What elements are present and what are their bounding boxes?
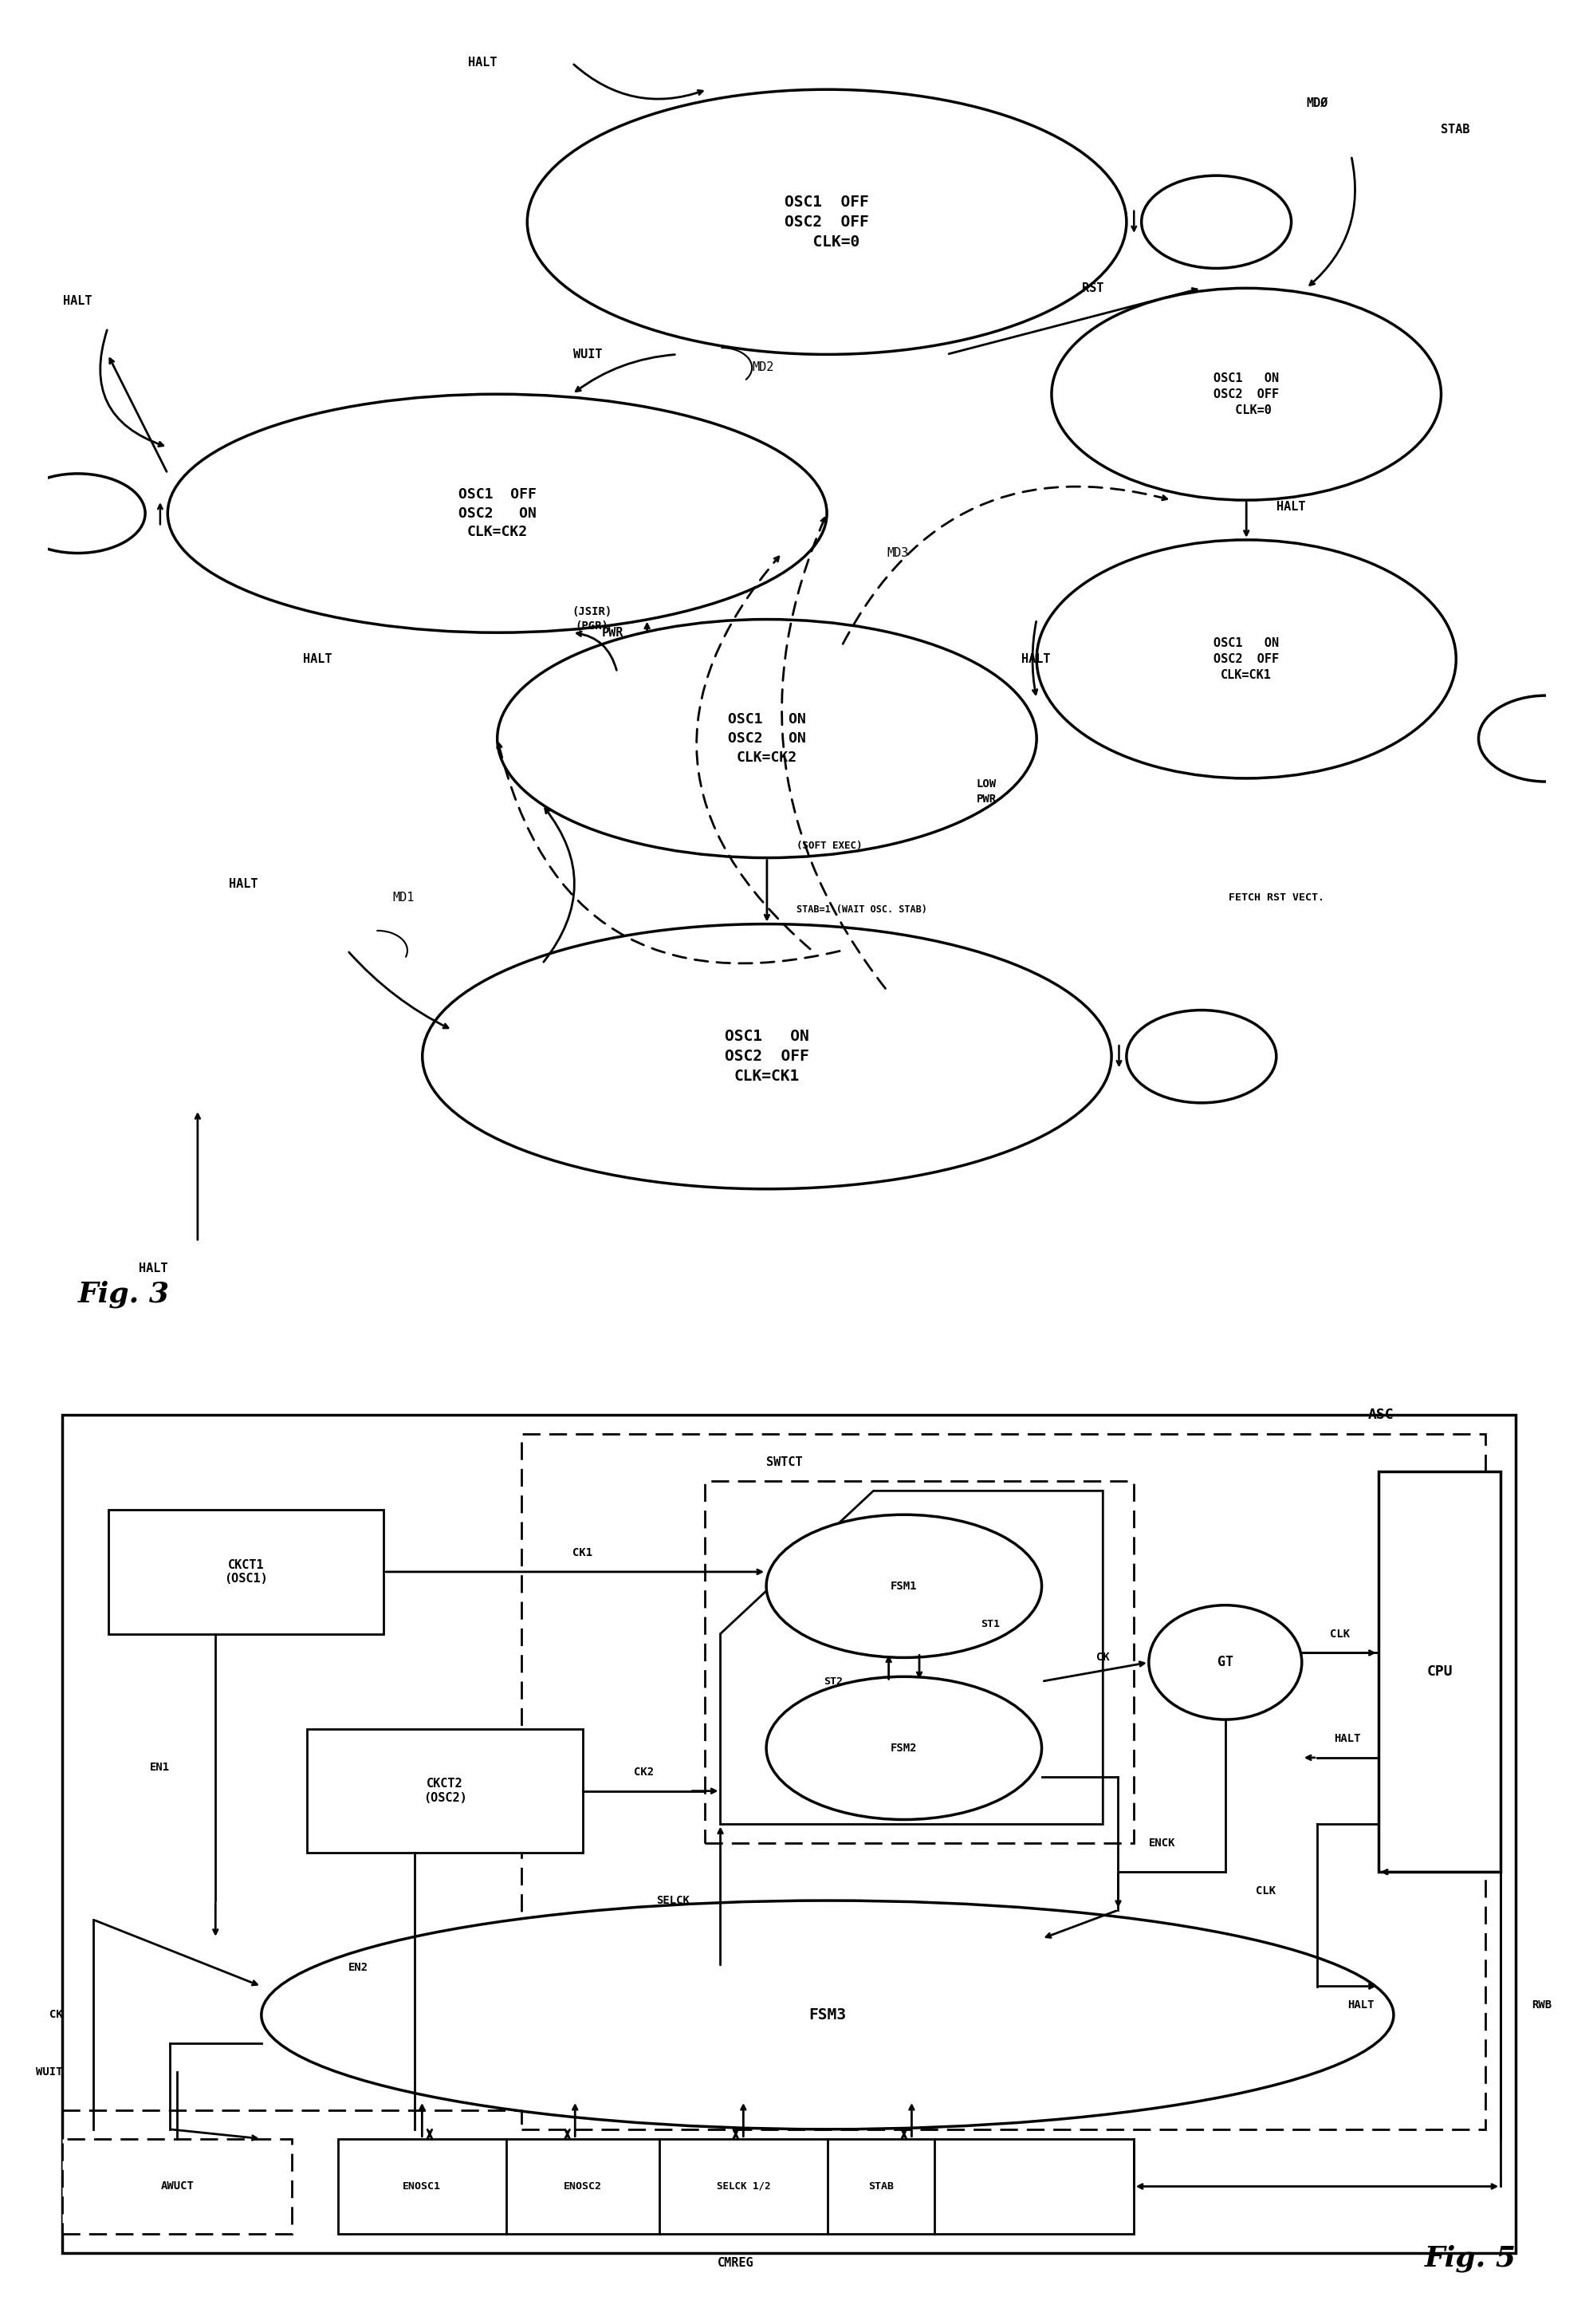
Text: CPU: CPU [1426, 1664, 1451, 1678]
Text: CMREG: CMREG [717, 2257, 753, 2268]
Text: RWB: RWB [1531, 1999, 1550, 2010]
Text: HALT: HALT [62, 295, 92, 307]
Text: EN1: EN1 [150, 1762, 169, 1773]
Text: EN2: EN2 [349, 1961, 368, 1973]
Text: CK1: CK1 [572, 1548, 593, 1559]
Ellipse shape [1051, 288, 1440, 500]
Ellipse shape [1126, 1011, 1276, 1104]
Ellipse shape [422, 925, 1110, 1190]
Text: ENOSC1: ENOSC1 [403, 2182, 441, 2192]
Text: OSC1   ON
OSC2  OFF
CLK=CK1: OSC1 ON OSC2 OFF CLK=CK1 [1212, 637, 1279, 681]
Polygon shape [720, 1492, 1102, 1824]
Text: GT: GT [1217, 1655, 1233, 1669]
Bar [704, 1480, 1133, 1843]
Text: WUIT: WUIT [35, 2066, 62, 2078]
Ellipse shape [766, 1515, 1042, 1657]
Bar [521, 1434, 1485, 2129]
Text: FSM2: FSM2 [890, 1743, 918, 1755]
Text: OSC1   ON
OSC2  OFF
  CLK=0: OSC1 ON OSC2 OFF CLK=0 [1212, 372, 1279, 416]
Text: FSM1: FSM1 [890, 1580, 918, 1592]
Ellipse shape [1141, 177, 1290, 267]
Ellipse shape [527, 88, 1126, 353]
Text: ENCK: ENCK [1149, 1838, 1176, 1850]
Ellipse shape [497, 618, 1035, 858]
Bar [338, 2138, 1133, 2233]
Text: FSM3: FSM3 [808, 2008, 846, 2022]
Text: (JSIR)
(PGR): (JSIR) (PGR) [572, 607, 612, 632]
Text: CKCT2
(OSC2): CKCT2 (OSC2) [424, 1778, 467, 1803]
Text: Fig. 3: Fig. 3 [78, 1281, 169, 1308]
Text: HALT: HALT [1021, 653, 1050, 665]
Text: CLK: CLK [1255, 1885, 1276, 1896]
Text: STAB=1 (WAIT OSC. STAB): STAB=1 (WAIT OSC. STAB) [796, 904, 927, 916]
Text: HALT: HALT [1333, 1734, 1360, 1745]
Text: SWTCT: SWTCT [766, 1457, 803, 1469]
Ellipse shape [1478, 695, 1593, 781]
Text: OSC1  OFF
OSC2  OFF
  CLK=0: OSC1 OFF OSC2 OFF CLK=0 [784, 195, 868, 249]
Ellipse shape [11, 474, 145, 553]
Bar [1378, 1471, 1501, 1873]
Text: ST1: ST1 [980, 1620, 999, 1629]
Ellipse shape [167, 395, 827, 632]
Text: OSC1   ON
OSC2   ON
CLK=CK2: OSC1 ON OSC2 ON CLK=CK2 [728, 713, 806, 765]
Text: Fig. 5: Fig. 5 [1424, 2245, 1515, 2273]
Text: CK: CK [1096, 1652, 1109, 1664]
Bar [307, 1729, 583, 1852]
Text: WUIT: WUIT [573, 349, 602, 360]
Text: STAB: STAB [868, 2182, 894, 2192]
Ellipse shape [766, 1676, 1042, 1820]
Text: CK: CK [49, 2010, 62, 2020]
Text: ST2: ST2 [824, 1676, 843, 1687]
Text: SELCK 1/2: SELCK 1/2 [717, 2182, 769, 2192]
Text: HALT: HALT [228, 878, 258, 890]
Ellipse shape [261, 1901, 1392, 2129]
Text: CK2: CK2 [634, 1766, 653, 1778]
Text: ASC: ASC [1367, 1408, 1392, 1422]
Text: HALT: HALT [1276, 500, 1305, 514]
Text: CKCT1
(OSC1): CKCT1 (OSC1) [225, 1559, 268, 1585]
Ellipse shape [1035, 539, 1456, 779]
Text: MDØ: MDØ [1306, 98, 1327, 109]
Text: MD3: MD3 [886, 546, 908, 560]
Text: CLK: CLK [1330, 1629, 1349, 1638]
Text: LOW
PWR: LOW PWR [977, 779, 996, 804]
Text: SELCK: SELCK [656, 1894, 690, 1906]
Text: OSC1   ON
OSC2  OFF
CLK=CK1: OSC1 ON OSC2 OFF CLK=CK1 [725, 1030, 809, 1083]
Text: RST: RST [1082, 281, 1102, 295]
Text: OSC1  OFF
OSC2   ON
CLK=CK2: OSC1 OFF OSC2 ON CLK=CK2 [459, 488, 535, 539]
Text: MD1: MD1 [392, 892, 414, 904]
Text: FETCH RST VECT.: FETCH RST VECT. [1228, 892, 1324, 902]
Text: MD2: MD2 [752, 363, 773, 374]
Ellipse shape [1149, 1606, 1301, 1720]
Text: AWUCT: AWUCT [161, 2180, 194, 2192]
Text: HALT: HALT [139, 1262, 167, 1274]
Bar [62, 1415, 1515, 2254]
Text: HALT: HALT [303, 653, 333, 665]
Text: STAB: STAB [1440, 123, 1469, 135]
Text: (SOFT EXEC): (SOFT EXEC) [796, 841, 862, 851]
Text: HALT: HALT [1348, 1999, 1373, 2010]
Bar [62, 2138, 292, 2233]
Text: PWR: PWR [602, 627, 623, 639]
Text: ENOSC2: ENOSC2 [564, 2182, 602, 2192]
Bar [108, 1511, 384, 1634]
Text: HALT: HALT [468, 58, 497, 70]
